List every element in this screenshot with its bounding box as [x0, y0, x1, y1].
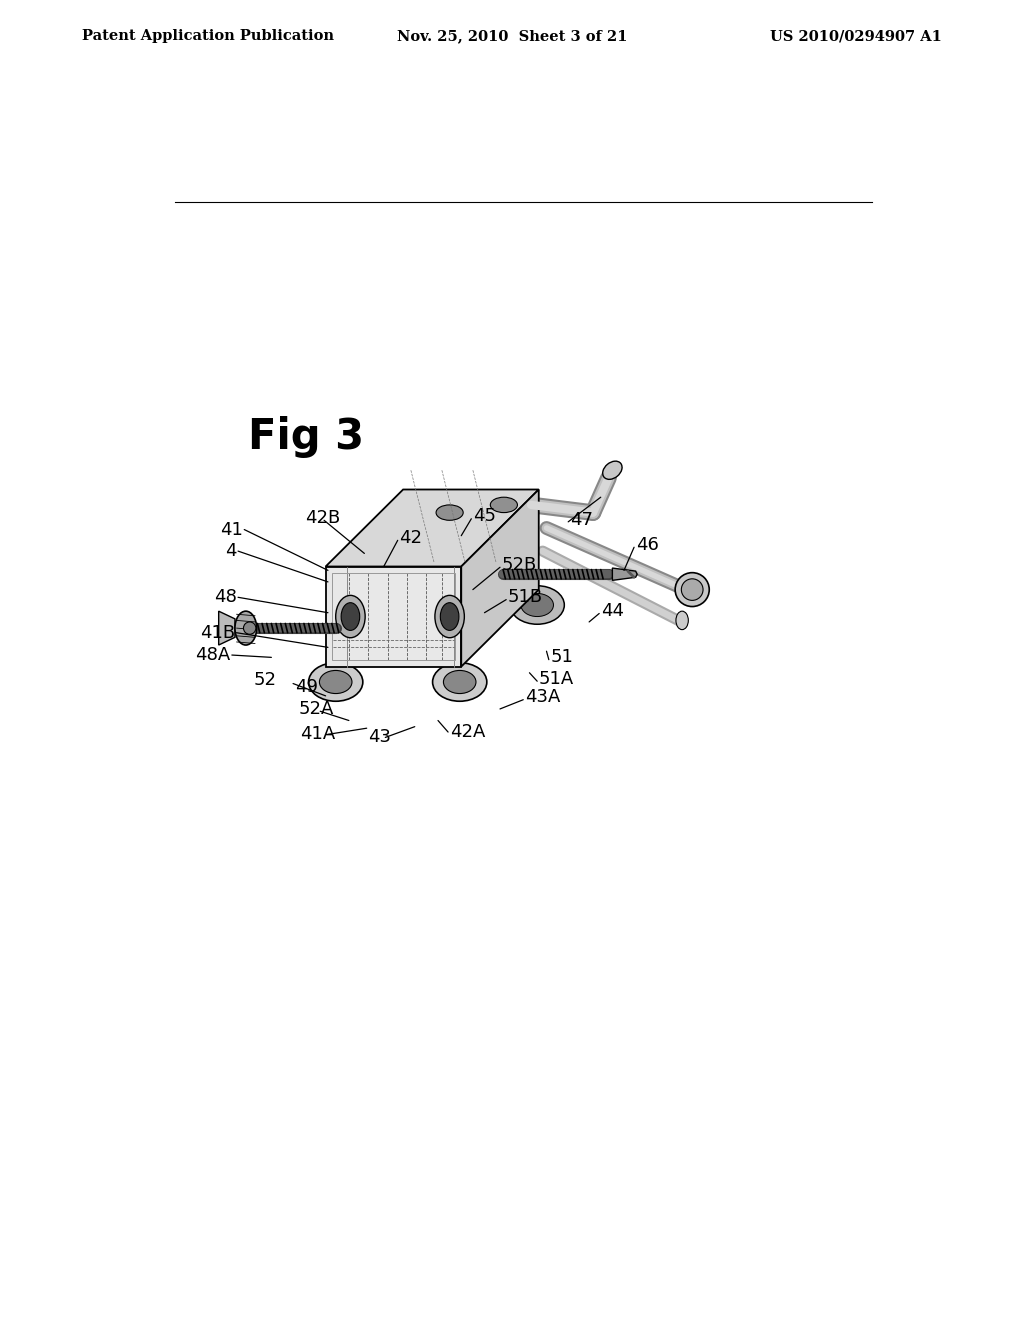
Text: 42A: 42A: [450, 723, 485, 741]
Text: 41A: 41A: [300, 726, 335, 743]
Ellipse shape: [319, 671, 352, 693]
Text: 52B: 52B: [502, 556, 537, 574]
Ellipse shape: [432, 663, 486, 701]
Circle shape: [681, 578, 703, 601]
Ellipse shape: [603, 461, 622, 479]
Ellipse shape: [386, 586, 440, 624]
Text: Patent Application Publication: Patent Application Publication: [82, 29, 334, 44]
Ellipse shape: [308, 663, 362, 701]
Text: US 2010/0294907 A1: US 2010/0294907 A1: [770, 29, 942, 44]
Text: 46: 46: [636, 536, 658, 554]
Text: 51B: 51B: [508, 589, 543, 606]
Text: 42B: 42B: [305, 510, 340, 527]
Ellipse shape: [397, 594, 429, 616]
Ellipse shape: [234, 611, 257, 645]
Polygon shape: [326, 566, 461, 667]
Ellipse shape: [443, 671, 476, 693]
Ellipse shape: [336, 595, 366, 638]
Text: 4: 4: [225, 543, 237, 560]
Ellipse shape: [341, 603, 359, 631]
Ellipse shape: [436, 504, 463, 520]
Polygon shape: [612, 568, 637, 581]
Ellipse shape: [440, 603, 459, 631]
Text: 42: 42: [399, 529, 422, 546]
Text: 41B: 41B: [200, 624, 234, 642]
Text: 49: 49: [295, 677, 317, 696]
Text: 45: 45: [473, 507, 496, 525]
Ellipse shape: [490, 498, 517, 512]
Text: 44: 44: [601, 602, 624, 620]
Text: 47: 47: [569, 511, 593, 529]
Text: 43: 43: [369, 729, 391, 746]
Circle shape: [244, 622, 256, 635]
Ellipse shape: [510, 586, 564, 624]
Text: Fig 3: Fig 3: [248, 416, 365, 458]
Text: 41: 41: [220, 520, 243, 539]
Text: 51: 51: [550, 648, 573, 667]
Polygon shape: [219, 611, 234, 645]
Ellipse shape: [521, 594, 554, 616]
Text: 43A: 43A: [524, 689, 560, 706]
Polygon shape: [326, 490, 539, 566]
Text: 52A: 52A: [299, 700, 334, 718]
Text: 48: 48: [214, 589, 237, 606]
Text: Nov. 25, 2010  Sheet 3 of 21: Nov. 25, 2010 Sheet 3 of 21: [396, 29, 628, 44]
Text: 48A: 48A: [195, 645, 230, 664]
Polygon shape: [461, 490, 539, 667]
Circle shape: [675, 573, 710, 607]
Text: 52: 52: [254, 672, 276, 689]
Ellipse shape: [435, 595, 464, 638]
Ellipse shape: [676, 611, 688, 630]
Text: 51A: 51A: [539, 671, 574, 688]
